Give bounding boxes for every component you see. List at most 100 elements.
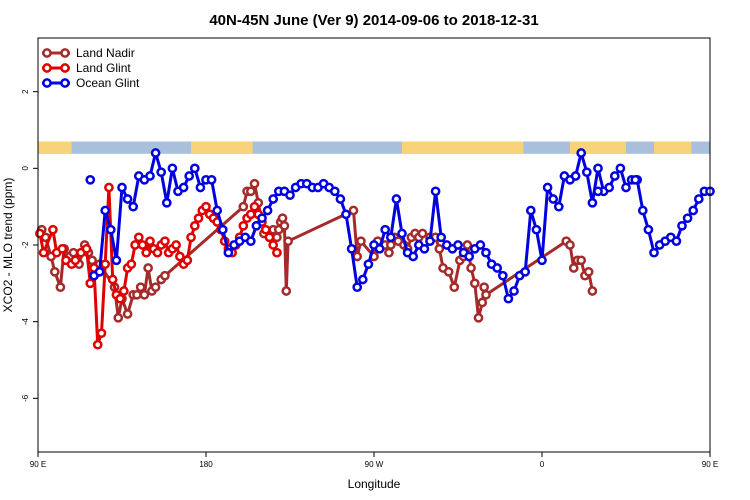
data-point-ocean-glint (245, 236, 256, 247)
data-point-land-glint (70, 255, 81, 266)
data-point-land-nadir (473, 312, 484, 323)
legend-item-land-nadir: Land Nadir (42, 46, 135, 60)
land-segment (38, 141, 72, 154)
data-point-ocean-glint (335, 194, 346, 204)
data-point-ocean-glint (161, 197, 172, 208)
data-point-land-glint (35, 228, 45, 239)
data-point-land-glint (160, 236, 170, 247)
data-point-land-glint (130, 240, 140, 250)
data-point-land-nadir (348, 205, 359, 216)
data-point-ocean-glint (525, 205, 536, 216)
data-point-ocean-glint (481, 247, 491, 258)
data-point-ocean-glint (167, 163, 178, 174)
data-point-land-glint (175, 251, 185, 262)
data-point-ocean-glint (223, 247, 234, 258)
legend-marker (60, 48, 70, 58)
data-point-land-nadir (113, 312, 124, 323)
data-point-land-nadir (352, 251, 363, 262)
data-point-land-nadir (245, 186, 256, 197)
isolated-point (593, 186, 603, 197)
data-point-land-nadir (283, 236, 293, 247)
legend-label: Land Glint (76, 61, 131, 75)
y-tick-label: -6 (21, 394, 30, 402)
data-point-land-glint (119, 286, 129, 296)
data-point-land-glint (264, 232, 275, 243)
data-point-land-glint (249, 201, 260, 212)
data-point-land-nadir (587, 286, 598, 296)
y-tick-label: -4 (21, 318, 30, 326)
legend-label: Land Nadir (76, 46, 135, 60)
data-point-land-nadir (143, 263, 153, 273)
data-point-land-glint (96, 328, 107, 339)
data-point-ocean-glint (408, 251, 419, 262)
data-point-land-glint (85, 278, 96, 289)
data-point-ocean-glint (357, 274, 368, 285)
data-point-ocean-glint (117, 182, 127, 193)
data-point-land-nadir (68, 247, 79, 258)
y-axis: 2 0 -2 -4 -6 (21, 89, 38, 402)
data-point-ocean-glint (122, 194, 133, 204)
data-point-land-glint (48, 224, 58, 235)
isolated-point (85, 174, 96, 185)
data-point-ocean-glint (189, 163, 200, 174)
data-point-land-glint (272, 247, 282, 258)
data-point-ocean-glint (436, 232, 447, 243)
data-point-land-nadir (443, 266, 454, 277)
data-point-ocean-glint (553, 201, 564, 212)
x-tick-label: 90 E (30, 460, 46, 469)
data-point-land-nadir (384, 247, 394, 258)
data-point-ocean-glint (262, 205, 273, 216)
data-point-ocean-glint (671, 236, 682, 247)
legend-item-ocean-glint: Ocean Glint (42, 76, 140, 90)
legend-item-land-glint: Land Glint (42, 61, 131, 75)
data-point-ocean-glint (150, 148, 161, 158)
data-point-ocean-glint (212, 205, 223, 216)
data-point-land-nadir (277, 213, 288, 224)
data-point-land-nadir (576, 255, 587, 266)
legend-marker (42, 48, 52, 58)
data-point-land-glint (57, 243, 68, 254)
data-point-ocean-glint (380, 224, 391, 235)
data-point-land-glint (171, 240, 181, 250)
data-point-ocean-glint (178, 182, 189, 193)
data-point-land-nadir (135, 282, 146, 293)
data-point-land-glint (81, 243, 92, 254)
x-axis: 90 E 180 90 W 0 90 E (30, 452, 718, 469)
data-point-land-glint (115, 293, 125, 304)
data-point-land-glint (141, 247, 152, 258)
data-point-ocean-glint (688, 205, 699, 216)
data-point-land-nadir (356, 236, 366, 247)
data-point-ocean-glint (453, 240, 463, 250)
data-point-ocean-glint (128, 201, 139, 212)
data-point-ocean-glint (548, 194, 559, 204)
data-point-ocean-glint (217, 224, 228, 235)
data-point-ocean-glint (374, 243, 385, 254)
data-point-land-nadir (160, 270, 170, 281)
data-point-ocean-glint (397, 228, 407, 239)
data-point-land-glint (193, 213, 204, 224)
data-point-ocean-glint (195, 182, 206, 193)
data-point-ocean-glint (637, 205, 648, 216)
x-tick-label: 90 W (365, 460, 384, 469)
data-point-land-nadir (139, 289, 150, 300)
data-point-ocean-glint (609, 171, 620, 181)
data-point-land-glint (152, 247, 163, 258)
data-point-land-nadir (583, 266, 594, 277)
data-point-land-nadir (249, 178, 260, 189)
data-point-land-glint (92, 339, 103, 350)
data-point-land-nadir (272, 232, 282, 243)
isolated-point (630, 174, 641, 185)
data-point-land-glint (245, 209, 256, 220)
x-tick-label: 180 (199, 460, 213, 469)
data-point-ocean-glint (542, 182, 553, 193)
x-tick-label: 90 E (702, 460, 718, 469)
data-point-ocean-glint (531, 224, 542, 235)
data-point-ocean-glint (341, 209, 351, 220)
data-point-ocean-glint (363, 259, 374, 270)
data-point-ocean-glint (604, 182, 615, 193)
data-point-ocean-glint (593, 163, 603, 174)
y-tick-label: 2 (21, 89, 30, 94)
data-point-land-nadir (477, 297, 488, 308)
